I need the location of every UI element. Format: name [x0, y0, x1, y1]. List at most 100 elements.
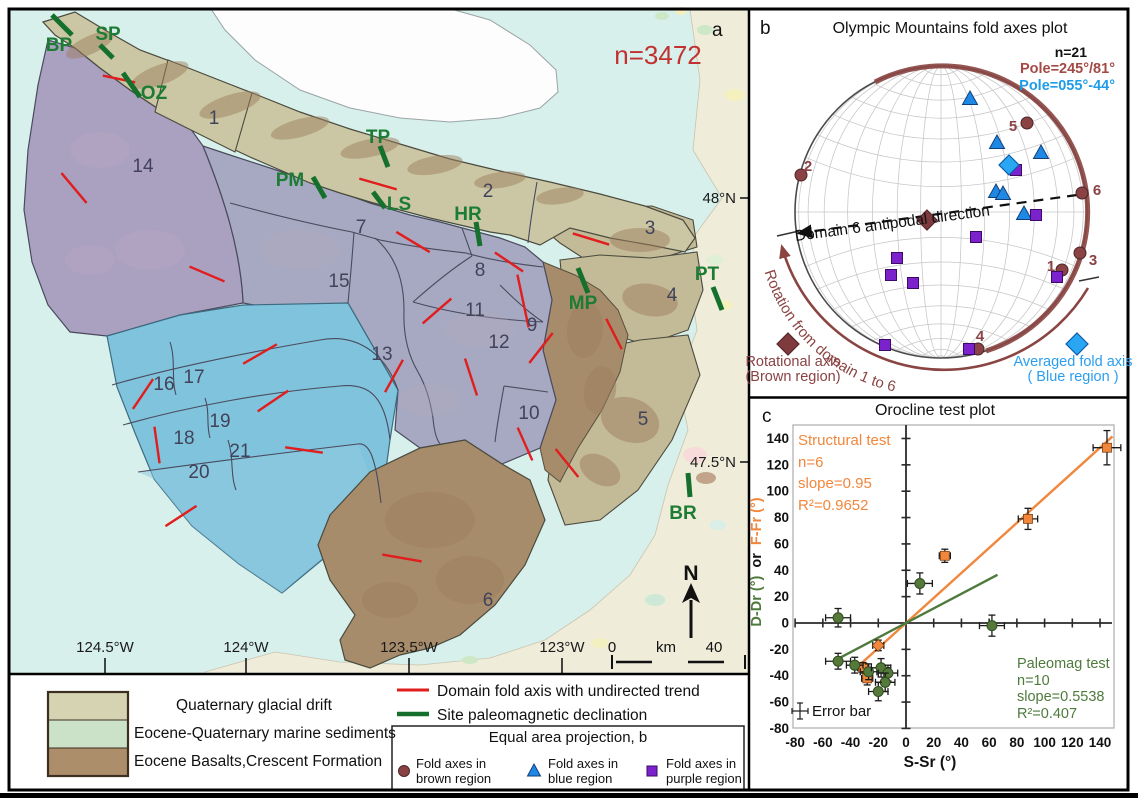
parallel [817, 261, 1065, 290]
site-declination-tick [685, 472, 693, 498]
rim-tick-left [776, 230, 800, 237]
site-declination-tick [371, 190, 387, 210]
site-declination-tick [98, 43, 115, 60]
structural-point [1023, 513, 1033, 524]
fold-axis-line [383, 359, 405, 393]
y-tick-label: -40 [769, 668, 789, 683]
domain-label: 7 [356, 217, 367, 238]
lon-label: 123.5°W [380, 639, 439, 656]
averaged-fold-axis-diamond [1065, 332, 1089, 356]
paleomag-line2: n=10 [1017, 672, 1050, 689]
stereo-point-diamond [916, 209, 938, 231]
projection-entry-line: purple region [666, 771, 742, 786]
y-tick-label: 80 [774, 510, 789, 525]
map-annotations: 124.5°W 124°W 123.5°W 123°W48°N47.5°N123456… [46, 13, 748, 673]
fold-axis-line [421, 297, 453, 325]
x-tick-label: 140 [1089, 735, 1112, 750]
legend-brown-circle [398, 765, 410, 777]
projection-entry-line: Fold axes in [416, 756, 487, 771]
rotational-axis-label-1: Rotational axis [745, 354, 841, 370]
structural-point [939, 550, 950, 561]
strata-label: Quaternary glacial drift [176, 697, 332, 714]
parallel [817, 134, 1065, 163]
paleomag-point [832, 612, 844, 624]
site-label: BP [46, 35, 73, 56]
stereonet-panel-bg [750, 9, 1129, 397]
y-tick-label: -80 [769, 721, 789, 736]
fold-axis-line [516, 274, 530, 328]
x-tick-label: 100 [1033, 735, 1056, 750]
domain-label: 1 [209, 108, 220, 129]
site-label: SP [95, 24, 121, 45]
east-mainland [204, 8, 750, 675]
stereonet-title: Olympic Mountains fold axes plot [832, 20, 1068, 37]
structural-line3: slope=0.95 [798, 475, 872, 492]
averaged-fold-axis-label-2: ( Blue region ) [1027, 369, 1119, 385]
projection-entry-line: blue region [548, 771, 613, 786]
site-label: BR [669, 503, 697, 524]
site-declination-tick [120, 71, 143, 99]
errorbar-legend-glyph [791, 702, 809, 720]
domain-label: 16 [153, 374, 174, 395]
panel-c-label: c [762, 406, 772, 427]
domain-label: 21 [229, 441, 250, 462]
fold-axis-line [605, 318, 623, 350]
paleomag-line3: slope=0.5538 [1017, 689, 1105, 705]
stereo-domain-number: 3 [1089, 252, 1097, 269]
paleomag-point [849, 659, 861, 671]
fold-axis-line [572, 232, 610, 246]
fold-axis-line [131, 378, 155, 410]
parallel [850, 305, 1032, 328]
orocline-ylabel: D-Dr (°) or F-Fr (°) [749, 497, 765, 626]
stereo-point-blue-triangle [988, 133, 1006, 149]
map-sample-count: n=3472 [614, 40, 702, 70]
stereo-point-purple-square [1051, 271, 1063, 283]
stereo-point-purple-square [885, 269, 897, 281]
domain-label: 6 [483, 590, 494, 611]
fold-axis-line [164, 504, 198, 528]
scale-zero-label: 0 [608, 639, 616, 656]
parallel [872, 82, 1010, 101]
stereo-point-purple-square [879, 339, 891, 351]
stereo-point-purple-square [963, 343, 975, 355]
projection-entry-line: Fold axes in [548, 756, 619, 771]
stereo-point-purple-square [970, 231, 982, 243]
ylabel-orange: F-Fr (°) [749, 497, 765, 546]
x-tick-label: 0 [902, 735, 910, 750]
domain-label: 18 [173, 428, 194, 449]
parallel [832, 284, 1050, 311]
scale-unit-label: km [656, 639, 676, 656]
structural-line1: Structural test [798, 432, 891, 449]
orocline-xlabel: S-Sr (°) [903, 754, 957, 771]
y-tick-label: -20 [769, 642, 789, 657]
paleomag-point [914, 577, 926, 589]
legend-blue-triangle [526, 762, 542, 777]
domain-label: 15 [328, 271, 349, 292]
plot-frame [792, 424, 1115, 729]
lon-label: 124°W [223, 639, 269, 656]
x-tick-label: 60 [982, 735, 997, 750]
y-tick-label: 20 [774, 589, 789, 604]
orocline-plot: -80 -60 -40 -20 0 20 40 60 80 100 120 140-80-60-40-… [766, 424, 1122, 750]
lon-label: 124.5°W [76, 639, 135, 656]
stereo-domain-number: 4 [976, 328, 985, 345]
domain-label: 11 [465, 300, 485, 321]
legend-fold-axis-label: Domain fold axis with undirected trend [437, 683, 700, 700]
fold-axis-line [395, 230, 431, 254]
fold-axis-line [382, 553, 422, 563]
white-island [210, 8, 559, 123]
structural-line2: n=6 [798, 453, 824, 471]
domain-label: 8 [475, 260, 486, 281]
site-label: OZ [141, 83, 168, 104]
x-tick-label: -60 [813, 735, 833, 750]
strata-swatch [47, 691, 129, 721]
stereo-point-purple-square [907, 277, 919, 289]
parallel [850, 96, 1032, 119]
averaged-fold-axis-label-1: Averaged fold axis [1013, 354, 1133, 370]
structural-point [1102, 442, 1112, 453]
region-domain1 [154, 59, 253, 153]
rotation-arc [779, 244, 1090, 372]
domain-label: 20 [188, 462, 209, 483]
stereo-point-brown-circle [1020, 116, 1034, 130]
